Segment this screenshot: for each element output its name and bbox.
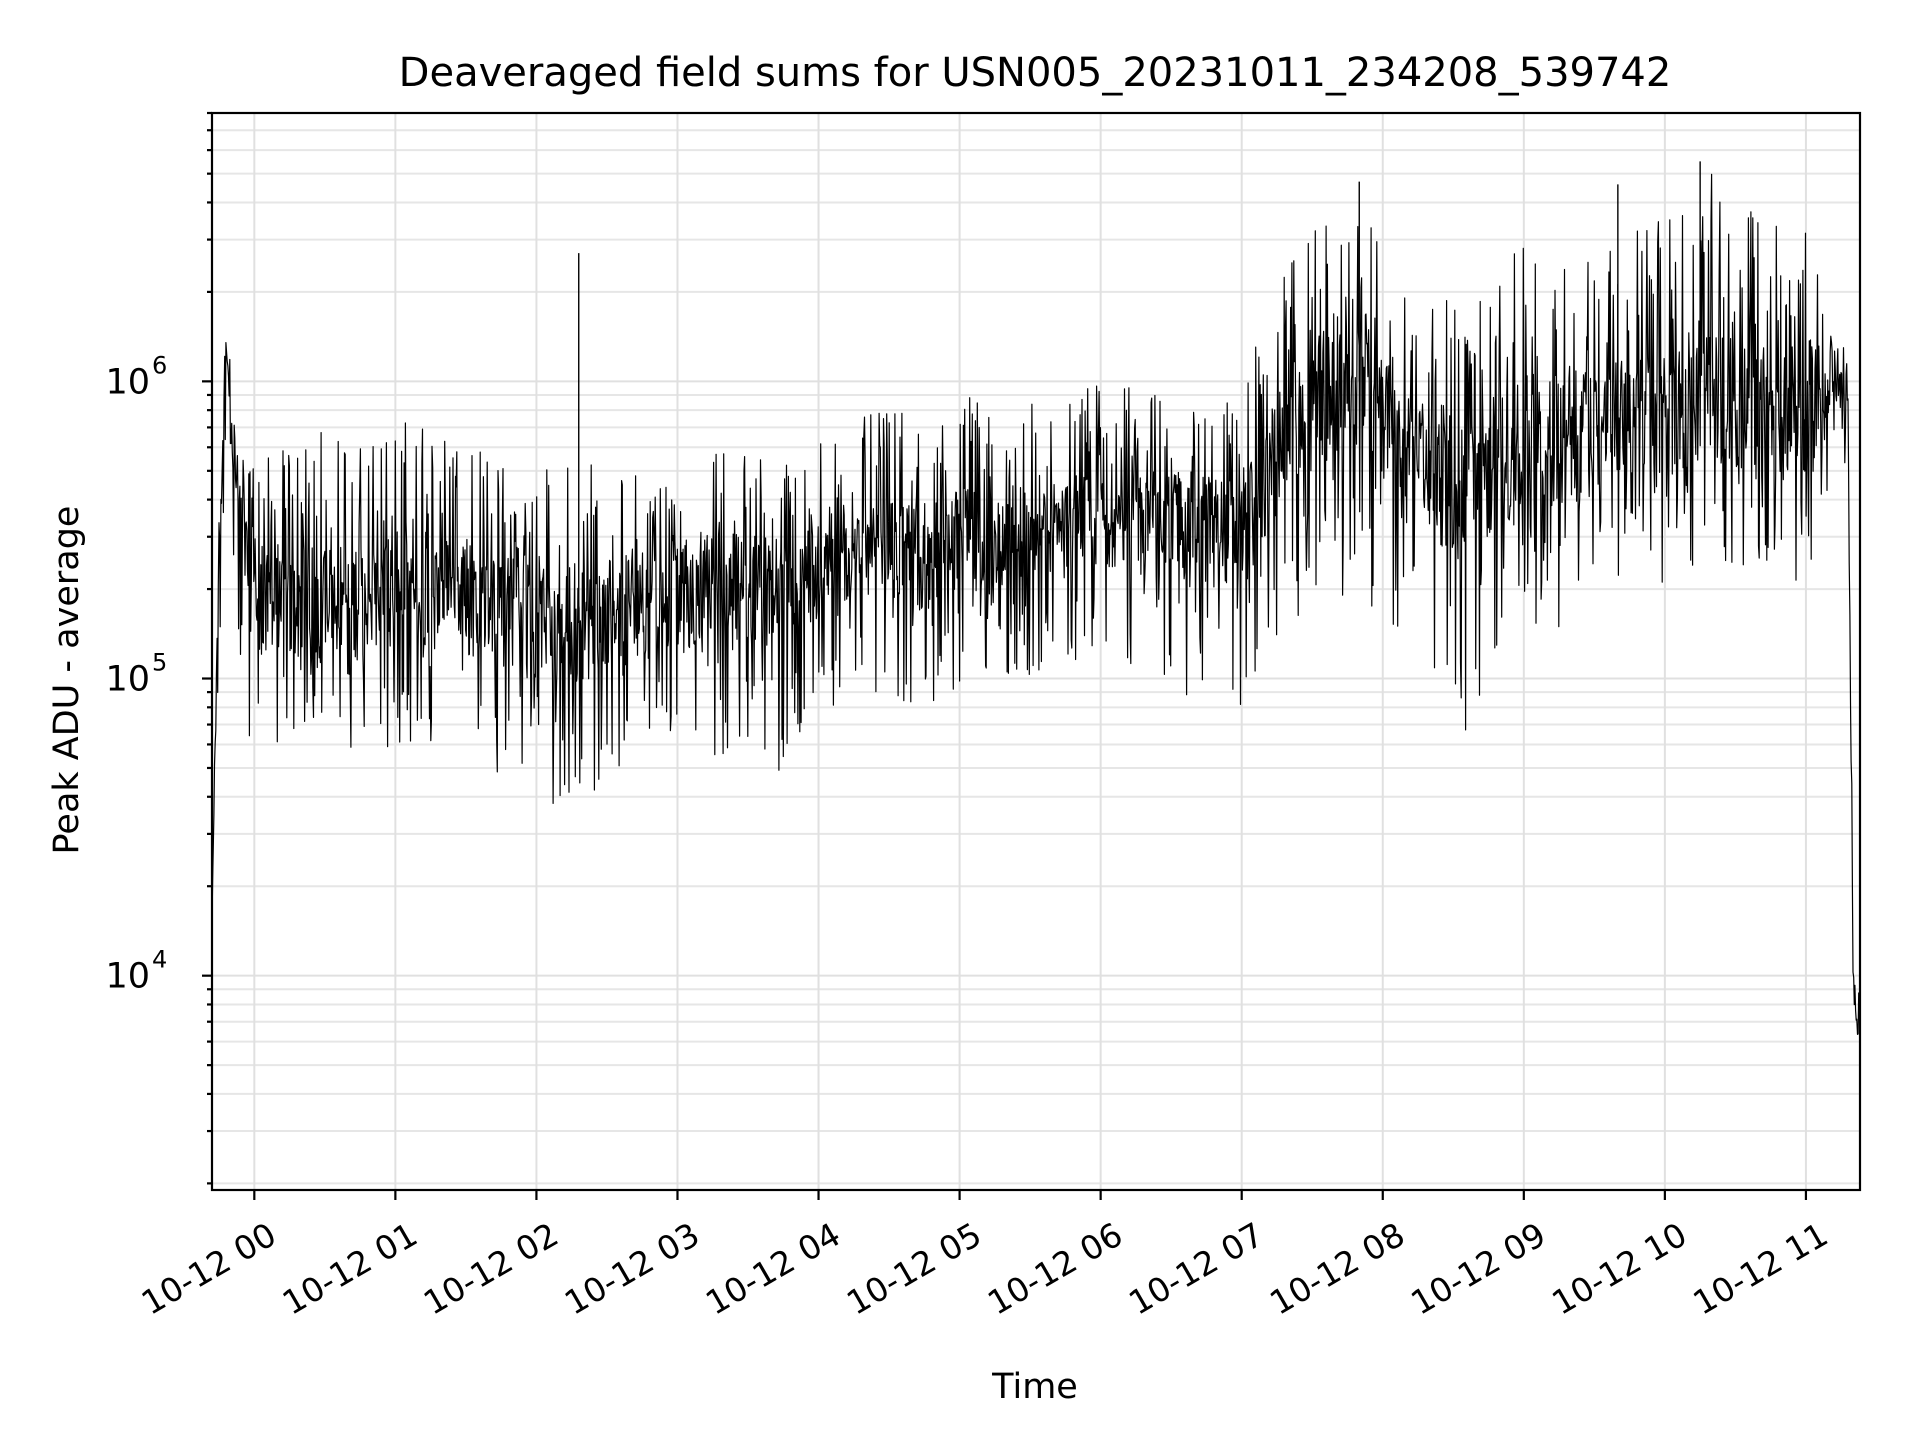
y-tick-exponent: 4 [152,946,167,974]
chart-title: Deaveraged field sums for USN005_2023101… [399,50,1672,96]
y-tick-label: 10 [105,362,150,402]
y-tick-base: 10 [105,660,150,700]
series-line [211,173,1861,1074]
y-tick-base: 10 [105,957,150,997]
y-tick-base: 10 [105,362,150,402]
series [211,161,1861,1074]
y-axis-label: Peak ADU - average [47,506,87,855]
y-tick-exponent: 5 [152,649,167,677]
x-axis-label: Time [991,1367,1078,1407]
y-tick-exponent: 6 [152,351,167,379]
plot-frame [210,111,1862,1192]
y-tick-label: 10 [105,957,150,997]
y-tick-label: 10 [105,660,150,700]
